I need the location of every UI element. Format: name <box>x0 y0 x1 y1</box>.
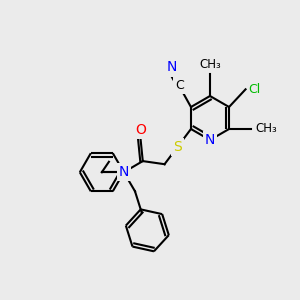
Text: CH₃: CH₃ <box>199 58 221 71</box>
Text: O: O <box>135 123 146 137</box>
Text: N: N <box>167 61 177 74</box>
Text: N: N <box>118 165 129 179</box>
Text: N: N <box>205 133 215 147</box>
Text: C: C <box>175 79 184 92</box>
Text: Cl: Cl <box>249 83 261 96</box>
Text: CH₃: CH₃ <box>255 122 277 136</box>
Text: S: S <box>173 140 182 154</box>
